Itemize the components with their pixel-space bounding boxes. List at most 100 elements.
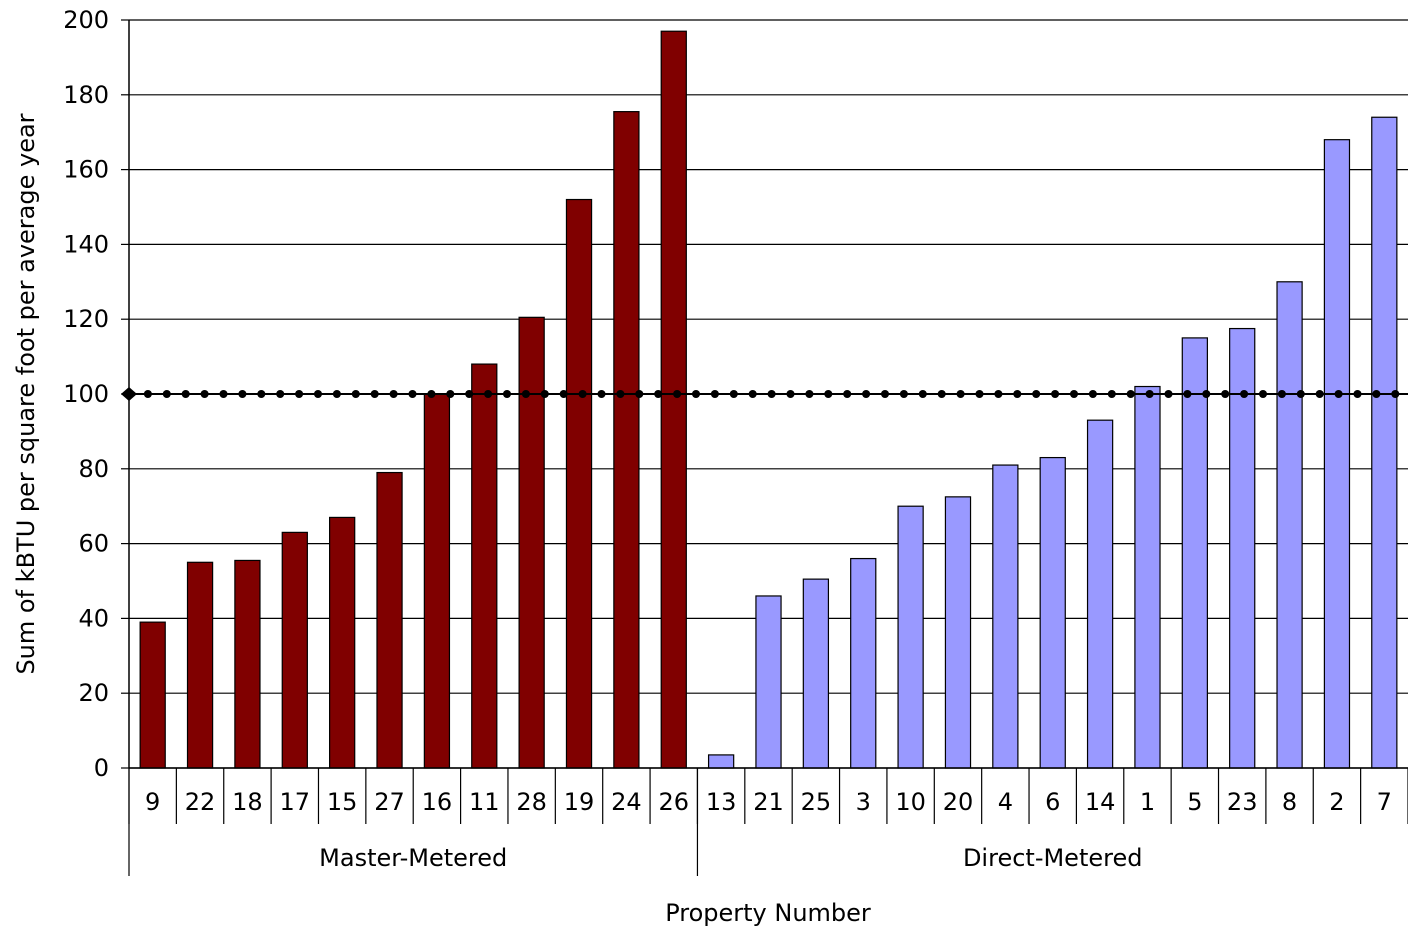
y-tick-label: 180 [63,81,109,109]
reference-dot [994,390,1003,398]
bar-20 [944,496,972,769]
x-tick-label: 16 [422,788,453,816]
reference-dot [484,390,493,398]
reference-dot [1353,390,1362,398]
x-tick-label: 24 [611,788,642,816]
reference-dot [1221,390,1230,398]
y-tick-label: 160 [63,156,109,184]
bar-25 [802,578,830,769]
reference-dot [729,390,738,398]
x-tick-label: 19 [564,788,595,816]
reference-dot [1391,390,1400,398]
bar-24 [613,111,640,769]
group-label: Master-Metered [319,844,507,872]
reference-dot [805,390,814,398]
reference-dot [314,390,322,398]
y-tick-label: 100 [63,380,109,408]
reference-dot [1334,390,1343,398]
axes [121,19,1408,876]
x-tick-label: 17 [280,788,311,816]
reference-dot [370,390,379,398]
bar-16 [423,393,451,769]
reference-dot [1088,390,1097,398]
bar-11 [471,363,498,769]
reference-line [121,387,1408,401]
reference-dot [1183,390,1192,398]
reference-dot [824,390,833,398]
x-tick-label: 21 [753,788,784,816]
x-tick-label: 27 [374,788,405,816]
bar-23 [1229,327,1256,769]
reference-dot [1296,390,1305,398]
reference-dot [956,390,965,398]
reference-dot [918,390,927,398]
reference-dot [673,390,682,398]
bar-4 [992,464,1019,769]
bar-5 [1181,337,1208,769]
reference-dot [635,390,644,398]
bar-13 [707,754,735,769]
reference-dot [389,390,398,398]
reference-dot [200,390,209,398]
reference-dot [862,390,871,398]
reference-dot [1372,390,1381,398]
x-tick-label: 23 [1227,788,1258,816]
reference-dot [597,390,606,398]
x-tick-label: 10 [895,788,926,816]
reference-dot [1013,390,1022,398]
reference-dot [899,390,908,398]
x-tick-label: 11 [469,788,500,816]
y-tick-label: 0 [94,754,109,782]
reference-dot [1259,390,1267,398]
x-tick-label: 7 [1377,788,1392,816]
bar-27 [376,471,403,769]
x-tick-label: 1 [1140,788,1155,816]
x-tick-label: 22 [185,788,216,816]
bar-7 [1371,116,1398,769]
x-tick-label: 13 [706,788,737,816]
reference-dot [1126,390,1135,398]
bar-1 [1134,385,1161,769]
reference-dot [503,390,511,398]
y-tick-label: 120 [63,305,109,333]
y-axis-title: Sum of kBTU per square foot per average … [12,113,40,674]
x-tick-label: 8 [1282,788,1297,816]
x-tick-label: 26 [658,788,689,816]
reference-dot [446,390,455,398]
bar-28 [518,316,545,769]
reference-dot [1051,390,1060,398]
reference-dot [332,390,341,398]
reference-dot [1107,390,1116,398]
reference-dot [427,390,436,398]
reference-dot [881,390,889,398]
x-tick-label: 3 [856,788,871,816]
bar-10 [897,505,924,769]
reference-dot [1070,390,1078,398]
x-tick-label: 28 [516,788,547,816]
bar-2 [1323,139,1351,769]
reference-dot [351,390,360,398]
reference-dot [767,390,776,398]
x-tick-label: 15 [327,788,358,816]
bar-14 [1086,419,1114,769]
reference-dot [143,390,152,398]
reference-dot [521,390,530,398]
x-tick-label: 6 [1045,788,1060,816]
reference-dot [276,390,285,398]
reference-dot [1315,390,1324,398]
x-tick-label: 2 [1329,788,1344,816]
reference-dot [748,390,757,398]
bar-19 [565,198,593,769]
reference-dot [162,390,171,398]
bar-15 [329,516,356,769]
bar-18 [234,559,261,769]
reference-dot [1032,390,1041,398]
x-tick-label: 9 [145,788,160,816]
y-tick-label: 80 [78,455,109,483]
reference-dot [465,390,474,398]
reference-dot [540,390,549,398]
x-tick-label: 25 [801,788,832,816]
y-tick-label: 20 [78,679,109,707]
